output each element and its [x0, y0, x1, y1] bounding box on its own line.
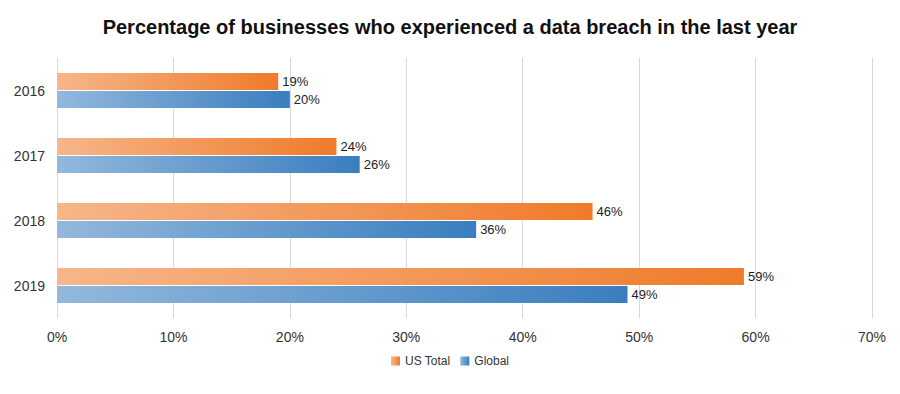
svg-text:10%: 10%	[159, 329, 187, 345]
svg-text:Global: Global	[474, 354, 509, 368]
svg-text:26%: 26%	[364, 157, 390, 172]
svg-text:40%: 40%	[509, 329, 537, 345]
svg-text:49%: 49%	[632, 287, 658, 302]
svg-text:24%: 24%	[340, 139, 366, 154]
svg-text:Percentage of businesses who e: Percentage of businesses who experienced…	[103, 16, 798, 38]
svg-text:70%: 70%	[858, 329, 886, 345]
svg-text:2019: 2019	[14, 278, 45, 294]
svg-text:2016: 2016	[14, 83, 45, 99]
svg-text:60%: 60%	[742, 329, 770, 345]
svg-text:0%: 0%	[47, 329, 67, 345]
svg-text:2017: 2017	[14, 148, 45, 164]
svg-text:US Total: US Total	[405, 354, 450, 368]
svg-text:59%: 59%	[748, 269, 774, 284]
svg-text:20%: 20%	[294, 92, 320, 107]
svg-text:20%: 20%	[276, 329, 304, 345]
svg-text:19%: 19%	[282, 74, 308, 89]
svg-text:50%: 50%	[625, 329, 653, 345]
svg-text:30%: 30%	[392, 329, 420, 345]
svg-text:2018: 2018	[14, 213, 45, 229]
svg-text:36%: 36%	[480, 222, 506, 237]
svg-text:46%: 46%	[597, 204, 623, 219]
